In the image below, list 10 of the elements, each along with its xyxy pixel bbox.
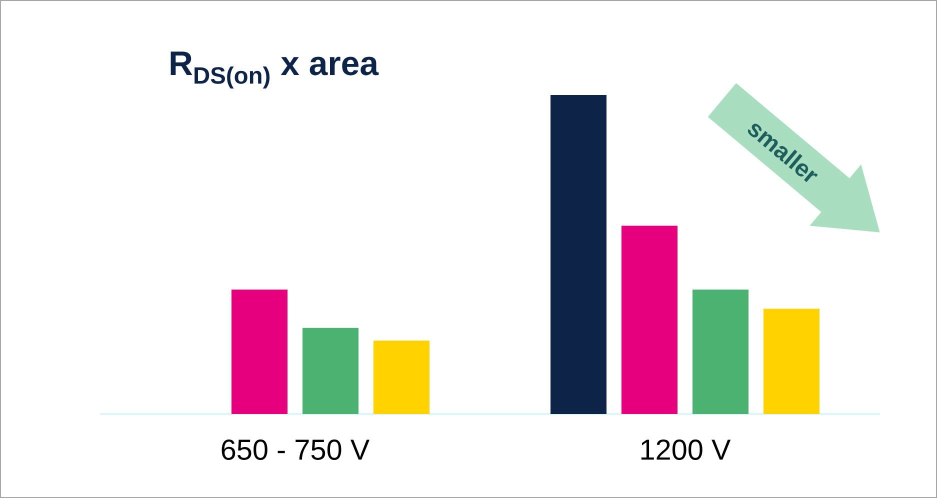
chart-title: R$_{DS(on)}$ x area (170, 52, 379, 89)
bar (622, 226, 678, 414)
bar (232, 290, 288, 414)
bar (302, 328, 359, 414)
x-tick-label: 650 - 750 V (222, 440, 370, 460)
bar (764, 308, 820, 414)
bar (692, 290, 749, 414)
bar (374, 340, 430, 414)
bar (550, 94, 607, 414)
x-tick-label: 1200 V (641, 440, 731, 460)
